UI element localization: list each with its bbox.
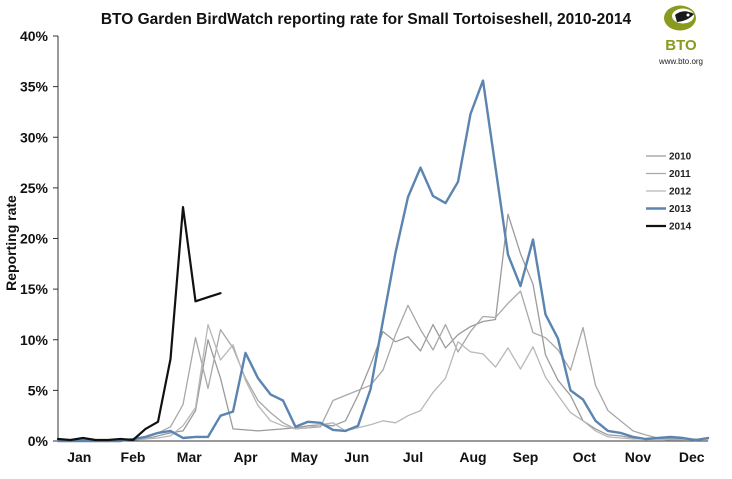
series-line-2010 bbox=[57, 213, 709, 442]
y-tick-label: 5% bbox=[28, 382, 49, 398]
x-tick-label: Apr bbox=[233, 449, 258, 465]
x-tick-label: Jan bbox=[67, 449, 91, 465]
legend-label-2013: 2013 bbox=[669, 204, 692, 215]
series bbox=[56, 79, 710, 443]
x-tick-label: Jul bbox=[403, 449, 423, 465]
x-tick-label: May bbox=[291, 449, 318, 465]
series-line-2012 bbox=[57, 323, 709, 441]
x-tick-label: Oct bbox=[573, 449, 597, 465]
chart-title: BTO Garden BirdWatch reporting rate for … bbox=[101, 11, 632, 28]
x-tick-label: Dec bbox=[679, 449, 705, 465]
legend-label-2012: 2012 bbox=[669, 187, 692, 198]
y-tick-label: 30% bbox=[20, 129, 49, 145]
x-tick-label: Mar bbox=[177, 449, 202, 465]
y-tick-label: 35% bbox=[20, 79, 49, 95]
series-line-2013 bbox=[56, 79, 710, 443]
axes bbox=[57, 36, 708, 442]
bto-logo: BTO www.bto.org bbox=[658, 5, 703, 66]
y-ticks: 0% 5% 10% 15% 20% 25% 30% 35% 40% bbox=[20, 28, 58, 449]
series-line-2011 bbox=[57, 290, 709, 441]
logo-url: www.bto.org bbox=[658, 57, 703, 66]
y-tick-label: 40% bbox=[20, 28, 49, 44]
legend-label-2011: 2011 bbox=[669, 169, 691, 180]
x-tick-label: Sep bbox=[513, 449, 539, 465]
x-tick-label: Feb bbox=[121, 449, 146, 465]
x-tick-label: Nov bbox=[625, 449, 652, 465]
legend[interactable]: 2010 2011 2012 2013 2014 bbox=[646, 152, 692, 233]
x-tick-label: Jun bbox=[344, 449, 369, 465]
y-axis-label: Reporting rate bbox=[3, 195, 19, 291]
legend-label-2010: 2010 bbox=[669, 152, 692, 163]
legend-label-2014: 2014 bbox=[669, 222, 692, 233]
series-line-2014 bbox=[56, 206, 222, 442]
bird-eye bbox=[686, 13, 690, 17]
y-tick-label: 25% bbox=[20, 180, 49, 196]
logo-text: BTO bbox=[665, 37, 697, 54]
y-tick-label: 10% bbox=[20, 332, 49, 348]
bird-icon bbox=[675, 11, 694, 22]
y-tick-label: 20% bbox=[20, 231, 49, 247]
x-tick-label: Aug bbox=[459, 449, 486, 465]
y-tick-label: 15% bbox=[20, 281, 49, 297]
y-tick-label: 0% bbox=[28, 433, 49, 449]
x-ticks: Jan Feb Mar Apr May Jun Jul Aug Sep Oct Nov Dec bbox=[67, 449, 705, 465]
